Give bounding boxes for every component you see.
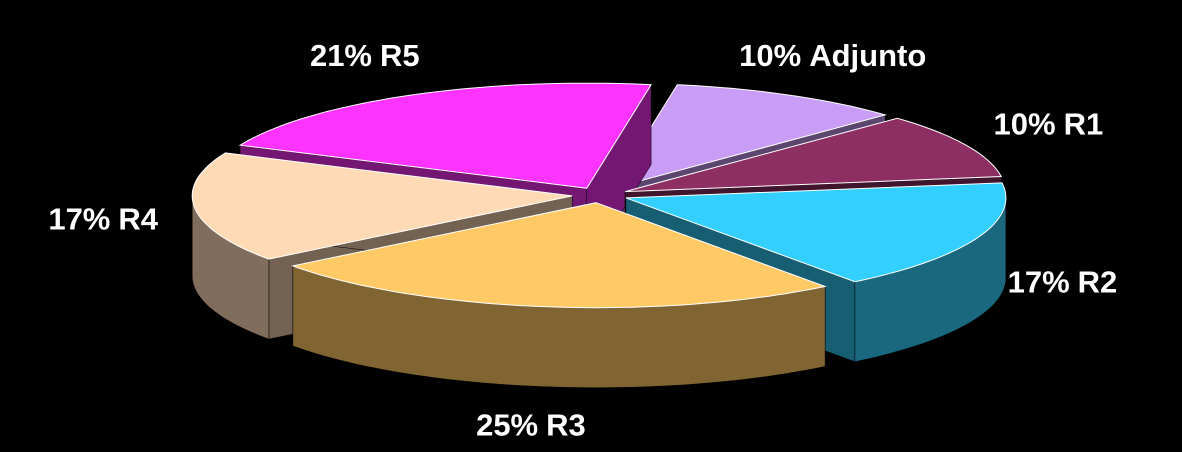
- value-label: 17%: [1008, 265, 1070, 300]
- value-label: 25%: [476, 408, 538, 443]
- data-label: 17% R4: [48, 202, 158, 237]
- slice-top: [624, 117, 1003, 193]
- slice-top: [238, 82, 652, 189]
- value-label: 21%: [310, 38, 372, 73]
- data-label: 25% R3: [476, 408, 586, 443]
- category-label: Adjunto: [809, 38, 926, 73]
- value-label: 17%: [48, 202, 110, 237]
- slice-top: [291, 202, 827, 309]
- slice-top: [191, 152, 573, 260]
- data-label: 10% Adjunto: [739, 38, 926, 73]
- data-label: 21% R5: [310, 38, 420, 73]
- category-label: R3: [546, 408, 586, 443]
- data-label: 17% R2: [1008, 265, 1118, 300]
- slice-top: [611, 84, 888, 190]
- data-label: 10% R1: [994, 107, 1104, 142]
- value-label: 10%: [739, 38, 801, 73]
- category-label: R4: [118, 202, 158, 237]
- slice-top: [625, 182, 1007, 283]
- slice: [291, 202, 827, 388]
- category-label: R5: [380, 38, 420, 73]
- category-label: R1: [1064, 107, 1104, 142]
- category-label: R2: [1078, 265, 1118, 300]
- value-label: 10%: [994, 107, 1056, 142]
